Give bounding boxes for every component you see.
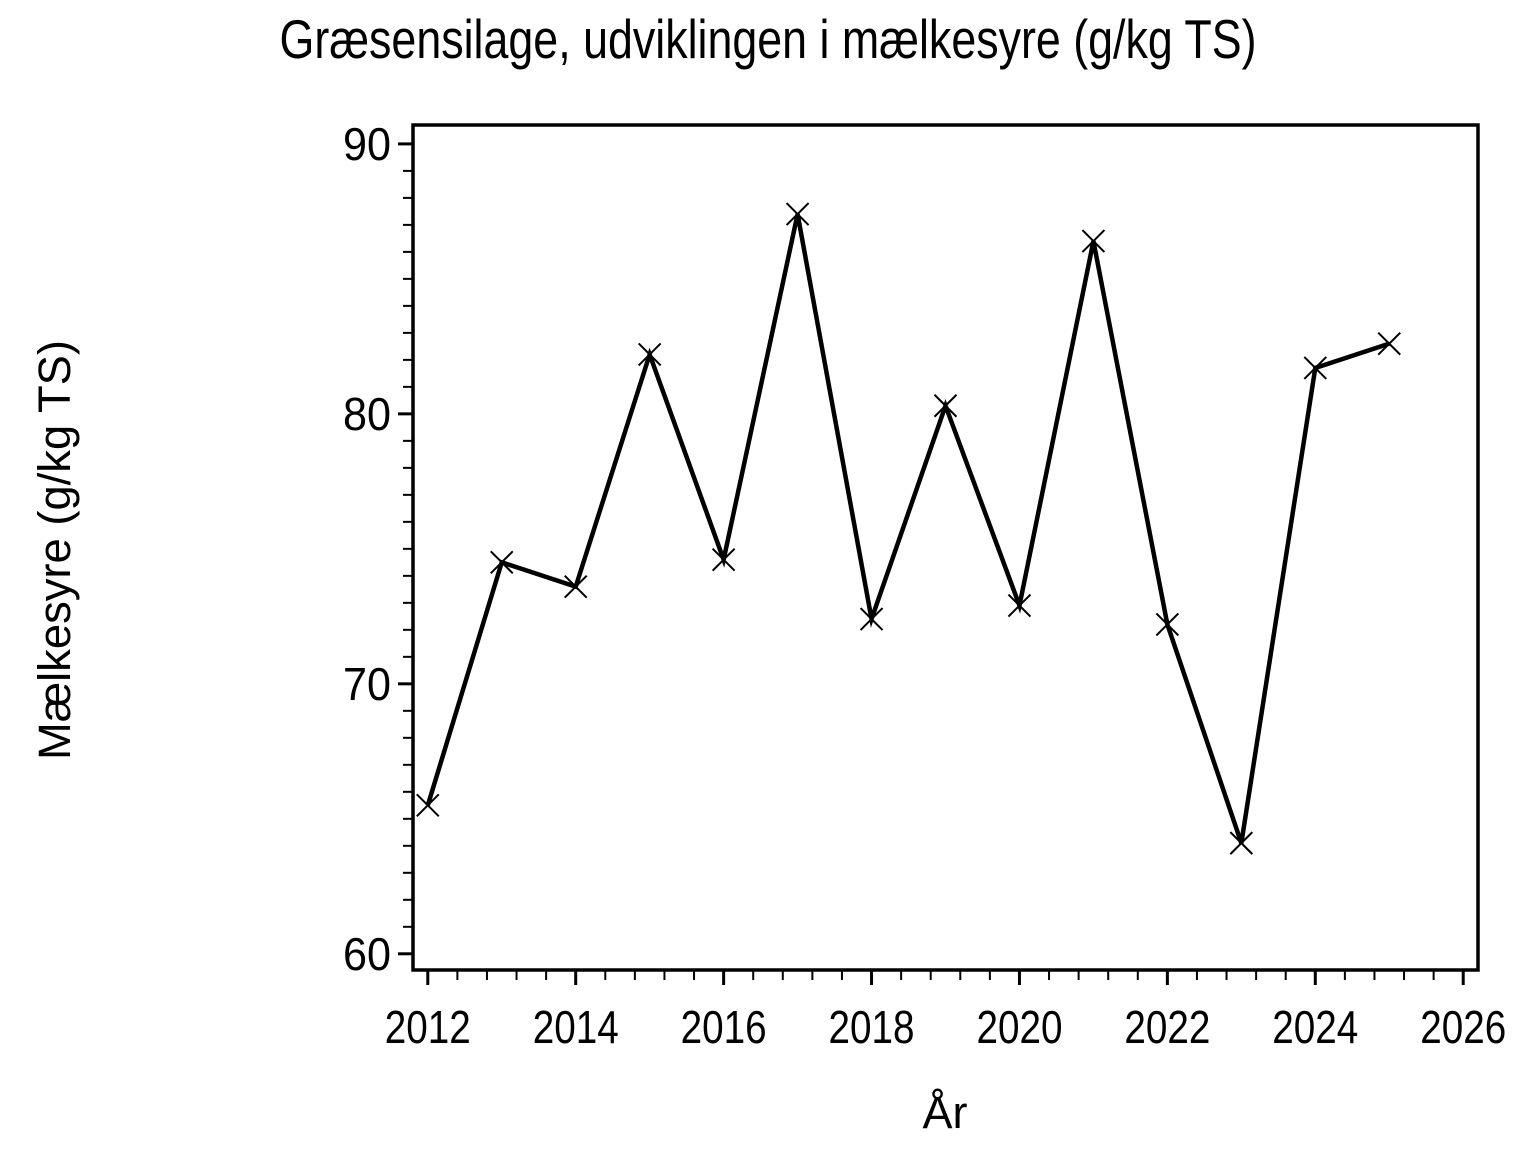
data-point-marker — [637, 342, 662, 367]
x-tick-label: 2012 — [385, 1001, 471, 1053]
y-axis-label: Mælkesyre (g/kg TS) — [29, 340, 80, 760]
x-tick-label: 2014 — [533, 1001, 619, 1053]
data-point-marker — [564, 574, 588, 599]
y-tick-label: 80 — [343, 388, 391, 440]
x-tick-label: 2018 — [829, 1001, 915, 1053]
data-point-marker — [859, 607, 884, 631]
data-point-marker — [1303, 356, 1327, 380]
y-tick-label: 90 — [343, 118, 391, 170]
data-point-marker — [416, 793, 440, 818]
x-axis-label: År — [923, 1087, 968, 1138]
data-point-marker — [1377, 331, 1401, 356]
y-tick-label: 60 — [343, 928, 391, 980]
y-tick-label: 70 — [343, 658, 391, 710]
data-point-marker — [1229, 831, 1254, 855]
data-point-marker — [1155, 612, 1180, 637]
x-tick-label: 2026 — [1420, 1001, 1506, 1053]
data-point-marker — [490, 550, 514, 575]
data-polyline — [425, 213, 1390, 844]
x-tick-label: 2024 — [1272, 1001, 1358, 1053]
data-point-marker — [933, 394, 958, 418]
plot-area: 2012 2014 2016 2018 2020 2022 2024 2026 60 70 80 90 — [343, 118, 1506, 1053]
x-tick-label: 2016 — [681, 1001, 767, 1053]
x-tick-label: 2020 — [976, 1001, 1062, 1053]
data-point-marker — [711, 547, 736, 572]
plot-frame — [411, 123, 1480, 972]
chart-title: Græsensilage, udviklingen i mælkesyre (g… — [280, 8, 1257, 70]
x-tick-label: 2022 — [1124, 1001, 1210, 1053]
data-point-marker — [1007, 593, 1032, 618]
data-point-marker — [785, 202, 810, 226]
data-point-marker — [1081, 229, 1106, 253]
